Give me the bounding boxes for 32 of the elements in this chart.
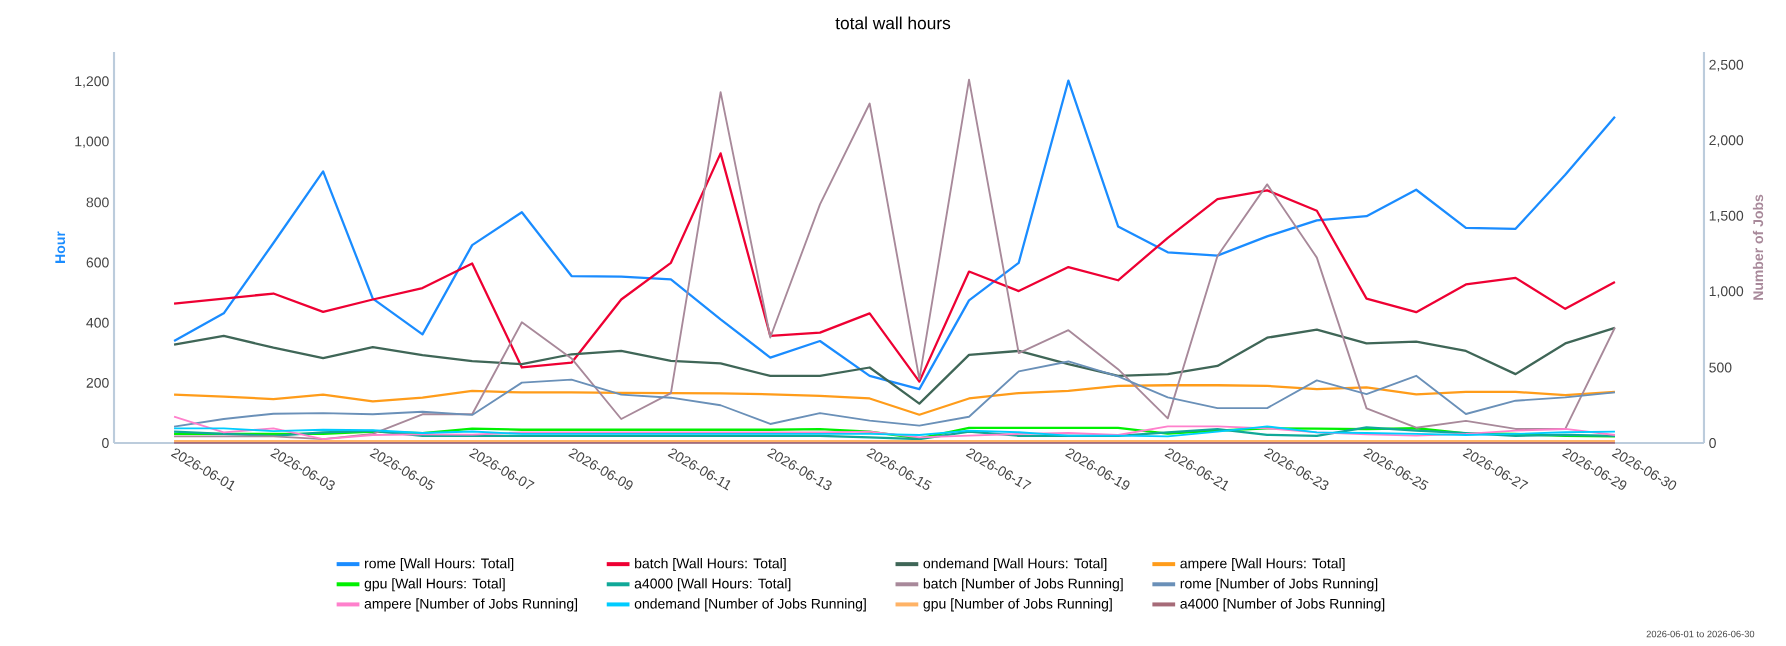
y2-tick-label: 2,000	[1709, 135, 1744, 147]
legend-label: batch [Number of Jobs Running]	[923, 578, 1123, 592]
legend-label: a4000 [Number of Jobs Running]	[1180, 598, 1385, 612]
legend-label: batch [Wall Hours: Total]	[635, 558, 786, 572]
line-series	[172, 326, 1617, 405]
legend-label: rome [Number of Jobs Running]	[1180, 578, 1378, 592]
legend-label: ampere [Wall Hours: Total]	[1180, 558, 1345, 572]
chart-title: total wall hours	[835, 16, 951, 30]
legend-label: gpu [Number of Jobs Running]	[923, 598, 1112, 612]
text: 2026-06-01 to 2026-06-30	[1646, 630, 1755, 638]
y2-tick-label: 0	[1709, 438, 1716, 448]
legend-label: ampere [Number of Jobs Running]	[364, 598, 578, 612]
y-tick-label: 1,200	[75, 76, 109, 88]
line-series	[173, 360, 1616, 428]
y2-tick-label: 500	[1709, 362, 1732, 373]
y2-axis-title: Number of Jobs	[1752, 194, 1764, 300]
legend-label: ondemand [Number of Jobs Running]	[634, 598, 866, 612]
legend-label: a4000 [Wall Hours: Total]	[634, 578, 791, 592]
y2-tick-label: 2,500	[1709, 59, 1744, 72]
y-tick-label: 1,000	[75, 136, 109, 149]
y-tick-label: 400	[86, 317, 109, 328]
y-tick-label: 0	[102, 438, 109, 448]
y2-tick-label: 1,000	[1709, 286, 1744, 298]
y2-tick-label: 1,500	[1709, 210, 1744, 223]
line-series	[172, 384, 1617, 416]
y-tick-label: 800	[86, 197, 109, 208]
y-tick-label: 200	[86, 377, 109, 388]
legend-label: rome [Wall Hours: Total]	[365, 558, 514, 572]
legend-label: gpu [Wall Hours: Total]	[364, 578, 505, 592]
legend-label: ondemand [Wall Hours: Total]	[923, 558, 1107, 572]
y-tick-label: 600	[86, 257, 109, 268]
y-axis-title: Hour	[55, 231, 66, 263]
